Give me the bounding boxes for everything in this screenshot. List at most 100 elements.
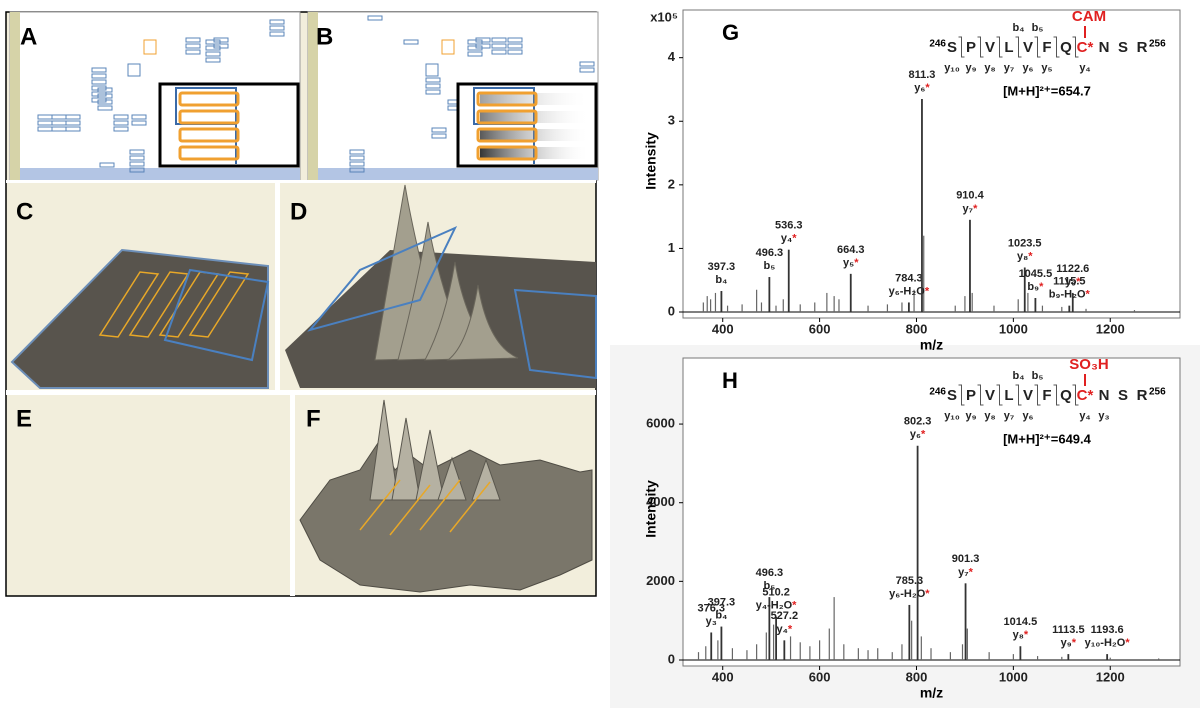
ion-label: y₆-H₂O*	[889, 588, 930, 600]
y-tick-label: 2000	[646, 573, 675, 588]
map-x-axis	[20, 168, 300, 180]
ion-label: y₇*	[958, 566, 974, 578]
selected-feature	[476, 127, 538, 143]
sequence-start: 246	[929, 387, 946, 398]
ion-label: y₄*	[781, 233, 797, 245]
residue: S	[1118, 39, 1128, 56]
cleavage-mark	[977, 384, 984, 406]
peak-mz-label: 527.2	[771, 610, 799, 622]
plot-frame	[682, 357, 1181, 667]
feature-box	[113, 120, 129, 126]
x-tick-label: 600	[809, 321, 831, 336]
cleavage-mark	[996, 36, 1003, 58]
feature-box	[205, 51, 221, 57]
cleavage-mark	[996, 384, 1003, 406]
panel-label: A	[20, 23, 37, 50]
peak	[471, 458, 501, 501]
b-ion: b₄	[1013, 370, 1025, 382]
residue: N	[1099, 39, 1110, 56]
selected-feature	[178, 109, 240, 125]
x-tick-label: 1200	[1096, 669, 1125, 684]
peak-mz-label: 536.3	[775, 220, 803, 232]
peak-mz-label: 1045.5	[1019, 268, 1053, 280]
peak-mz-label: 397.3	[708, 596, 736, 608]
y-tick-label: 3	[668, 113, 675, 128]
feature-box	[349, 155, 365, 161]
feature-box	[99, 162, 115, 168]
ion-label: b₄	[715, 274, 727, 286]
cleavage-mark	[1053, 36, 1060, 58]
x-tick-label: 400	[712, 669, 734, 684]
feature-box	[113, 114, 129, 120]
feature-box	[97, 93, 113, 99]
ion-label: b₉-H₂O*	[1049, 289, 1091, 301]
left-panels: A B C D E F	[6, 11, 599, 596]
feature-box	[113, 126, 129, 132]
feature-box	[131, 120, 147, 126]
panel-label: B	[316, 23, 333, 50]
x-tick-label: 600	[809, 669, 831, 684]
sequence-start: 246	[929, 39, 946, 50]
selection-outline	[188, 271, 250, 338]
peak	[437, 456, 467, 501]
peak-mz-label: 496.3	[756, 567, 784, 579]
residue: P	[966, 39, 976, 56]
selected-feature	[178, 127, 240, 143]
x-tick-label: 800	[906, 669, 928, 684]
ion-label: y₉*	[1065, 276, 1081, 288]
ion-label: y₁₀-H₂O*	[1085, 637, 1131, 649]
feature-box	[349, 149, 365, 155]
peak-mz-label: 1122.6	[1056, 263, 1089, 275]
feature-box	[475, 43, 491, 49]
y-ion: y₇	[1004, 62, 1015, 74]
map-y-axis	[308, 12, 318, 180]
feature-box	[205, 57, 221, 63]
blue-outline	[513, 288, 597, 380]
feature-box	[431, 127, 447, 133]
feature-box	[65, 126, 81, 132]
cleavage-mark	[1034, 36, 1041, 58]
b-ion: b₅	[1032, 370, 1044, 382]
residue: F	[1042, 387, 1051, 404]
ion-label: y₇*	[963, 203, 979, 215]
feature-box	[97, 87, 113, 93]
feature-box	[491, 37, 507, 43]
y-axis-title: Intensity	[643, 480, 659, 538]
feature-box	[467, 51, 483, 57]
ion-label: y₆*	[914, 82, 930, 94]
feature-box	[491, 49, 507, 55]
y-tick-label: 0	[668, 651, 675, 666]
peak-mz-label: 376.3	[697, 602, 725, 614]
peak-mz-label: 510.2	[762, 587, 790, 599]
ion-label: y₄*	[777, 623, 793, 635]
residue: Q	[1060, 387, 1072, 404]
feature-box	[507, 37, 523, 43]
y-ion: y₈	[984, 410, 995, 422]
feature-box	[579, 61, 595, 67]
modification: CAM	[1072, 8, 1106, 25]
feature-box	[185, 37, 201, 43]
y-tick-label: 4000	[646, 494, 675, 509]
y-tick-label: 6000	[646, 416, 675, 431]
feature-box	[129, 161, 145, 167]
peak-mz-label: 1023.5	[1008, 237, 1042, 249]
selection-outline	[359, 479, 491, 536]
feature-box	[269, 31, 285, 37]
ion-label: b₅	[763, 260, 775, 272]
map-x-axis	[318, 168, 598, 180]
feature-box	[97, 105, 113, 111]
cleavage-mark	[1034, 384, 1041, 406]
y-tick-label: 2	[668, 176, 675, 191]
x-tick-label: 1200	[1096, 321, 1125, 336]
residue: V	[1023, 387, 1033, 404]
panel-title: G	[722, 20, 739, 45]
x-tick-label: 1000	[999, 669, 1028, 684]
panel-label: C	[16, 198, 33, 225]
ion-label: y₅*	[843, 257, 859, 269]
cleavage-mark	[958, 36, 965, 58]
feature-box	[425, 77, 441, 83]
panel-label: D	[290, 198, 307, 225]
peak	[415, 429, 445, 501]
feature-box	[269, 25, 285, 31]
